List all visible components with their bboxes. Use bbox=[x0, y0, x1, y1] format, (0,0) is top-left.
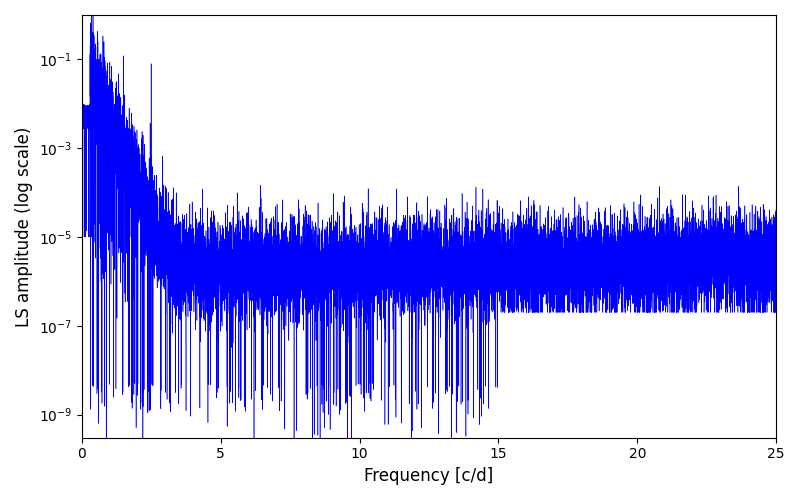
X-axis label: Frequency [c/d]: Frequency [c/d] bbox=[364, 467, 494, 485]
Y-axis label: LS amplitude (log scale): LS amplitude (log scale) bbox=[15, 126, 33, 326]
